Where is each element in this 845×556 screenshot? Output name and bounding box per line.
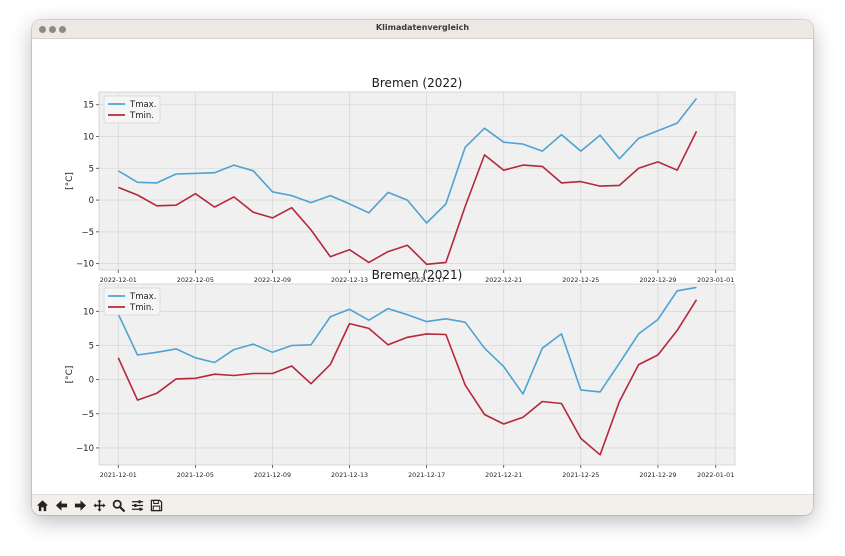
x-tick-label: 2021-12-25	[562, 471, 599, 479]
legend-box	[103, 287, 161, 316]
chart-title: Bremen (2021)	[372, 268, 463, 282]
series-line-tmax[interactable]	[117, 286, 697, 395]
y-tick-label: 5	[89, 341, 94, 351]
series-line-tmin[interactable]	[118, 131, 698, 266]
move-icon	[92, 498, 106, 512]
y-tick-label: 0	[89, 196, 94, 206]
chart-title: Bremen (2022)	[372, 76, 463, 90]
home-button[interactable]	[34, 497, 50, 513]
y-axis-label: [°C]	[65, 366, 75, 384]
x-tick-label: 2022-12-29	[639, 276, 676, 284]
zoom-window-button[interactable]	[59, 26, 66, 33]
x-tick-label: 2021-12-09	[254, 471, 291, 479]
home-icon	[36, 499, 48, 511]
x-tick-label: 2021-12-17	[408, 471, 445, 479]
x-tick-label: 2022-12-25	[562, 276, 599, 284]
plot-frame	[98, 283, 736, 466]
y-tick-label: 10	[83, 307, 94, 317]
save-button[interactable]	[148, 497, 164, 513]
x-tick-label: 2022-12-17	[408, 276, 445, 284]
y-tick-label: −10	[76, 444, 94, 454]
window-title: Klimadatenvergleich	[375, 23, 470, 32]
x-tick-label: 2023-01-01	[697, 276, 734, 284]
series-line-tmax[interactable]	[117, 97, 698, 224]
magnifier-icon	[112, 499, 125, 512]
y-tick-label: 0	[89, 376, 94, 386]
legend-label: Tmax.	[129, 292, 156, 302]
y-tick-label: −10	[76, 260, 94, 270]
x-tick-label: 2021-12-01	[100, 471, 137, 479]
x-tick-label: 2022-12-05	[177, 276, 214, 284]
legend-box	[103, 95, 161, 124]
x-tick-label: 2022-12-13	[331, 276, 368, 284]
y-tick-label: 10	[83, 133, 94, 143]
x-tick-label: 2021-12-13	[331, 471, 368, 479]
pan-button[interactable]	[91, 497, 107, 513]
y-tick-label: 15	[83, 101, 94, 111]
floppy-disk-icon	[150, 499, 162, 511]
plot-frame	[98, 91, 736, 271]
zoom-button[interactable]	[110, 497, 126, 513]
back-button[interactable]	[53, 497, 69, 513]
x-tick-label: 2022-12-01	[100, 276, 137, 284]
arrow-right-icon	[74, 499, 86, 511]
x-tick-label: 2022-12-21	[485, 276, 522, 284]
x-tick-label: 2021-12-29	[639, 471, 676, 479]
figure-canvas[interactable]: 2022-12-01 2022-12-05 2022-12-09 2022-12-13…	[32, 39, 813, 498]
y-axis-label: [°C]	[65, 172, 75, 190]
plot-area[interactable]	[99, 284, 735, 465]
legend-label: Tmin.	[129, 111, 154, 121]
navigation-toolbar	[32, 494, 813, 515]
forward-button[interactable]	[72, 497, 88, 513]
series-line-tmin[interactable]	[117, 299, 698, 456]
x-tick-label: 2022-01-01	[697, 471, 734, 479]
legend-label: Tmax.	[129, 100, 156, 110]
x-tick-label: 2022-12-09	[254, 276, 291, 284]
minimize-window-button[interactable]	[49, 26, 56, 33]
x-tick-label: 2021-12-21	[485, 471, 522, 479]
title-bar: Klimadatenvergleich	[32, 20, 813, 39]
y-tick-label: 5	[89, 164, 94, 174]
y-tick-label: −5	[81, 228, 94, 238]
close-window-button[interactable]	[39, 26, 46, 33]
x-tick-label: 2021-12-05	[177, 471, 214, 479]
arrow-left-icon	[55, 499, 67, 511]
sliders-icon	[131, 499, 143, 511]
app-window: Klimadatenvergleich 2022-12-01 2022-12-05…	[32, 20, 813, 515]
legend-label: Tmin.	[129, 303, 154, 313]
plot-area[interactable]	[99, 92, 735, 270]
figure-svg[interactable]: 2022-12-01 2022-12-05 2022-12-09 2022-12-13…	[32, 39, 813, 494]
y-tick-label: −5	[81, 410, 94, 420]
configure-subplots-button[interactable]	[129, 497, 145, 513]
